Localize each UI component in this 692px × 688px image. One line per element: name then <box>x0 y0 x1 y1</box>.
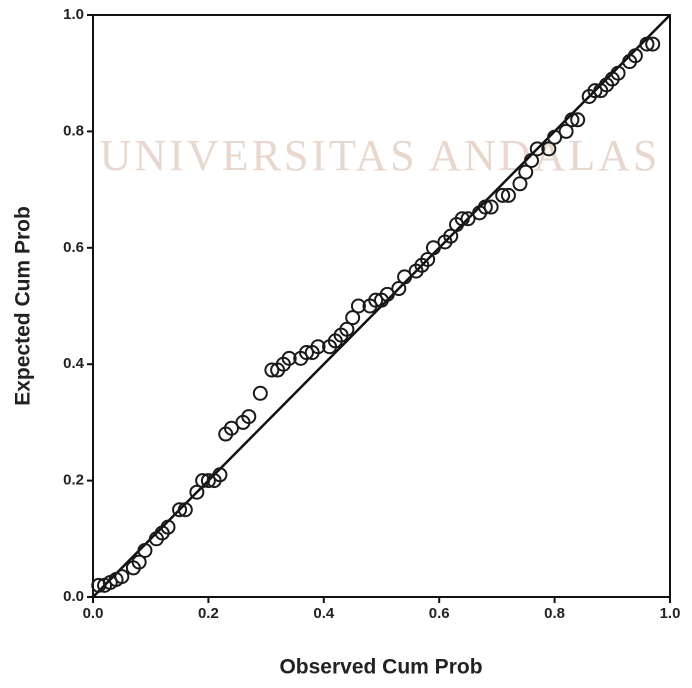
point <box>460 211 476 227</box>
point <box>610 65 626 81</box>
point <box>639 36 655 52</box>
point <box>368 292 384 308</box>
point <box>379 286 395 302</box>
point <box>524 153 540 168</box>
point <box>223 420 239 436</box>
point <box>281 350 297 366</box>
point <box>195 473 211 489</box>
point <box>345 310 361 326</box>
point <box>495 187 511 203</box>
y-axis-title: Expected Cum Prob <box>12 206 35 406</box>
point <box>541 141 557 157</box>
point <box>252 385 268 401</box>
point <box>131 554 147 570</box>
x-tick-label: 0.6 <box>429 605 450 622</box>
x-tick-label: 0.2 <box>198 605 219 622</box>
plot-frame <box>92 14 671 598</box>
point <box>264 362 280 378</box>
point <box>391 281 407 297</box>
point <box>483 199 499 215</box>
point <box>547 129 563 145</box>
point <box>587 83 603 99</box>
y-tick-label: 0.6 <box>63 239 84 256</box>
x-tick-label: 0.0 <box>83 605 104 622</box>
point <box>627 48 643 64</box>
point <box>420 251 436 267</box>
point <box>172 502 188 518</box>
point <box>645 36 661 52</box>
point <box>558 123 574 139</box>
point <box>310 339 326 355</box>
y-tick-label: 0.4 <box>63 355 85 372</box>
point <box>570 112 586 128</box>
point <box>477 199 493 215</box>
point <box>397 269 413 285</box>
point <box>443 228 459 244</box>
x-axis-title: Observed Cum Prob <box>279 656 482 679</box>
point <box>350 298 366 314</box>
point <box>339 321 355 337</box>
watermark: UNIVERSITAS ANDALAS <box>100 131 661 180</box>
point <box>298 345 314 361</box>
point <box>114 569 130 585</box>
x-tick-label: 0.4 <box>313 605 335 622</box>
y-tick-label: 1.0 <box>63 6 84 23</box>
point <box>500 187 516 203</box>
point <box>241 409 257 425</box>
point <box>564 112 580 128</box>
point <box>160 519 176 535</box>
point <box>518 164 534 180</box>
point <box>189 484 205 500</box>
point <box>529 141 545 157</box>
y-tick-label: 0.2 <box>63 472 84 489</box>
y-tick-label: 0.8 <box>63 122 84 139</box>
point <box>512 176 528 192</box>
point <box>425 240 441 256</box>
x-tick-label: 1.0 <box>660 605 681 622</box>
point <box>454 211 470 227</box>
point <box>177 502 193 518</box>
point <box>137 542 153 558</box>
x-tick-label: 0.8 <box>544 605 565 622</box>
y-tick-label: 0.0 <box>63 588 84 605</box>
point <box>212 467 228 483</box>
point <box>200 473 216 489</box>
